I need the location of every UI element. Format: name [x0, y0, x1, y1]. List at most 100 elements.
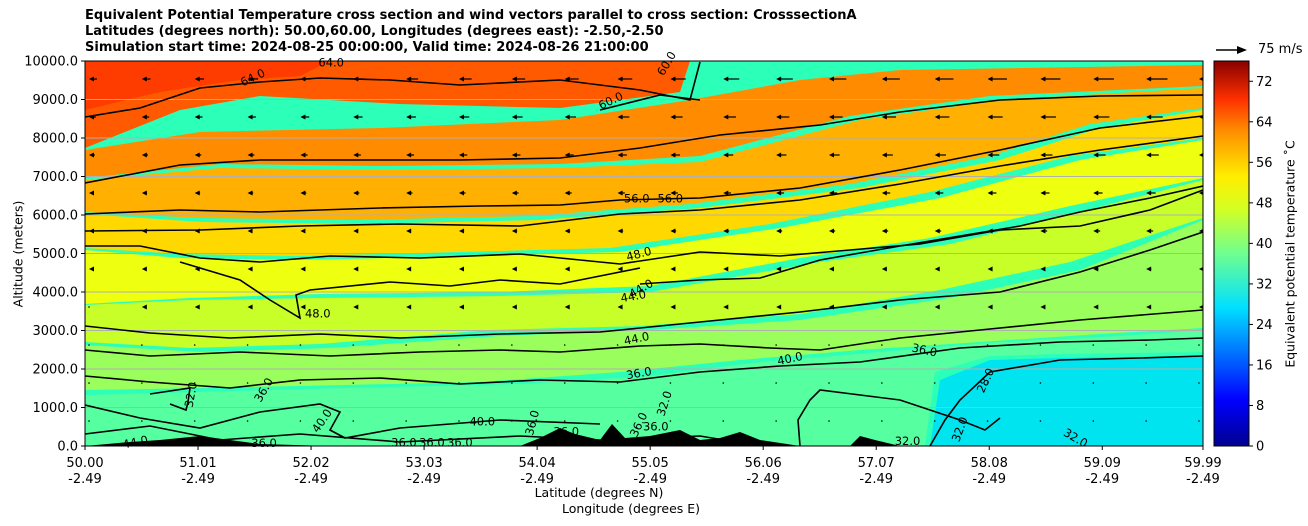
wind-arrow: [511, 458, 513, 460]
contour-label: 56.0: [657, 191, 683, 205]
wind-arrow: [616, 344, 619, 346]
wind-arrow: [194, 228, 200, 234]
colorbar-tick-label: 16: [1256, 358, 1273, 373]
contour-36: [85, 337, 1203, 389]
wind-arrow: [141, 382, 143, 384]
wind-arrow: [194, 114, 203, 120]
wind-arrow: [1040, 152, 1053, 158]
y-tick-label: 4000.0: [33, 286, 79, 301]
wind-arrow: [353, 228, 359, 234]
wind-arrow: [406, 152, 415, 158]
wind-arrow: [247, 152, 255, 158]
wind-arrow: [352, 458, 354, 460]
wind-arrow: [1093, 152, 1106, 158]
wind-arrow: [89, 266, 94, 272]
wind-arrow: [1093, 228, 1101, 234]
colorbar-tick-label: 72: [1256, 75, 1273, 90]
y-axis-label: Altitude (meters): [10, 200, 26, 308]
wind-arrow: [1093, 114, 1110, 120]
wind-arrow: [775, 344, 777, 346]
wind-arrow: [670, 76, 686, 82]
y-tick-label: 2000.0: [33, 363, 79, 378]
wind-arrow: [141, 266, 147, 272]
x-tick-label-lon: -2.49: [1186, 472, 1220, 487]
x-tick-label-lon: -2.49: [746, 472, 780, 487]
wind-arrow: [89, 190, 94, 196]
x-axis-label-latitude: Latitude (degrees N): [534, 485, 664, 500]
wind-arrow: [193, 344, 196, 346]
contour-36-loop: [149, 387, 191, 412]
contour-label: 36.0: [447, 435, 473, 449]
wind-arrow: [617, 228, 624, 234]
colorbar-tick-label: 24: [1256, 318, 1273, 333]
wind-arrow: [670, 304, 676, 310]
wind-arrow: [458, 382, 460, 384]
wind-arrow: [564, 152, 574, 158]
wind-arrow: [828, 344, 830, 346]
wind-arrow: [1093, 266, 1099, 272]
contour-label: 48.0: [625, 244, 653, 264]
wind-arrow: [193, 420, 196, 422]
colorbar-gradient: [1214, 61, 1249, 446]
wind-arrow: [616, 382, 619, 384]
wind-arrow: [1093, 304, 1099, 310]
wind-arrow: [617, 76, 633, 82]
contour-40-low: [85, 403, 601, 439]
x-axis-label-longitude: Longitude (degrees E): [561, 501, 701, 516]
band-36-40: [85, 330, 1203, 446]
contour-label: 56.0: [624, 191, 650, 205]
wind-arrow: [669, 382, 672, 384]
contour-56: [85, 115, 1203, 215]
wind-arrow: [1146, 76, 1168, 82]
x-tick-label-lon: -2.49: [407, 472, 441, 487]
wind-arrow: [1039, 420, 1042, 422]
wind-arrow: [1199, 115, 1203, 119]
wind-arrow: [247, 228, 253, 234]
colorbar-tick-label: 0: [1256, 440, 1264, 455]
wind-arrow: [458, 420, 460, 422]
wind-arrow: [247, 304, 253, 310]
x-tick-label-lon: -2.49: [181, 472, 215, 487]
wind-arrow: [511, 344, 513, 346]
colorbar-tick-label: 32: [1256, 277, 1273, 292]
y-tick-label: 10000.0: [24, 55, 78, 70]
wind-arrow: [933, 382, 936, 384]
wind-arrow: [353, 76, 365, 82]
wind-arrow: [88, 306, 90, 308]
wind-arrow: [1040, 114, 1057, 120]
wind-arrow: [1199, 77, 1203, 81]
wind-arrow: [406, 304, 412, 310]
wind-arrow: [141, 344, 143, 346]
wind-arrow: [987, 190, 997, 196]
wind-arrow: [564, 458, 566, 460]
wind-arrow: [459, 304, 464, 310]
wind-arrow: [193, 382, 196, 384]
wind-arrow: [934, 458, 936, 460]
wind-arrow: [670, 266, 676, 272]
wind-arrow: [881, 152, 893, 158]
wind-arrow: [722, 382, 725, 384]
x-tick-label-lat: 50.00: [66, 456, 103, 471]
wind-arrow: [1145, 344, 1147, 346]
wind-arrow: [353, 114, 363, 120]
wind-arrow: [459, 266, 464, 272]
wind-arrow: [247, 114, 256, 120]
wind-arrow: [406, 76, 419, 82]
wind-arrow: [1040, 266, 1046, 272]
wind-arrow: [194, 304, 200, 310]
band-60-64: [85, 65, 1203, 178]
band-64-68: [85, 61, 690, 148]
wind-arrow: [1039, 382, 1042, 384]
contour-label: 36.0: [391, 435, 417, 449]
wind-arrow: [776, 304, 782, 310]
wind-arrow: [563, 382, 566, 384]
y-tick-label: 6000.0: [33, 209, 79, 224]
wind-arrow: [352, 420, 355, 422]
contour-label: 48.0: [305, 306, 331, 320]
wind-arrow: [511, 266, 517, 272]
wind-arrow: [1092, 420, 1095, 422]
x-tick-label-lat: 52.02: [292, 456, 329, 471]
wind-arrow: [881, 304, 887, 310]
contour-64: [85, 61, 701, 118]
